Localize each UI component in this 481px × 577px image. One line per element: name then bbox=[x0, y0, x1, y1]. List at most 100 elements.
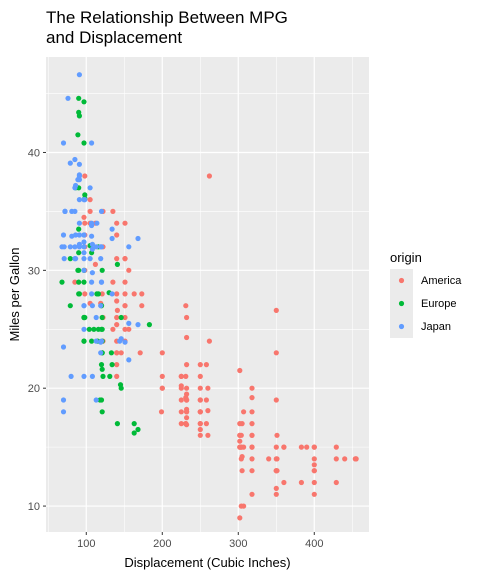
point-europe bbox=[118, 314, 124, 321]
point-japan bbox=[98, 256, 104, 262]
point-japan bbox=[68, 373, 74, 379]
point-japan bbox=[72, 208, 78, 214]
point-america bbox=[241, 444, 247, 450]
point-japan bbox=[135, 235, 141, 242]
point-america bbox=[122, 279, 128, 285]
point-america bbox=[87, 197, 93, 203]
point-america bbox=[197, 421, 203, 427]
point-japan bbox=[81, 239, 87, 245]
point-japan bbox=[126, 320, 132, 326]
point-america bbox=[110, 326, 116, 332]
point-japan bbox=[93, 397, 99, 403]
point-america bbox=[197, 432, 203, 438]
point-japan bbox=[76, 72, 82, 78]
y-tick-label: 20 bbox=[28, 383, 40, 395]
point-japan bbox=[117, 338, 123, 344]
y-tick-label: 40 bbox=[28, 147, 40, 159]
point-america bbox=[114, 256, 120, 262]
point-america bbox=[237, 515, 243, 521]
point-america bbox=[273, 397, 279, 403]
point-japan bbox=[76, 197, 82, 203]
point-europe bbox=[82, 314, 88, 321]
point-america bbox=[159, 350, 165, 356]
point-america bbox=[197, 409, 203, 415]
point-america bbox=[249, 456, 255, 462]
point-america bbox=[139, 291, 145, 297]
point-america bbox=[304, 444, 310, 450]
legend-dot-europe bbox=[398, 300, 405, 307]
point-america bbox=[114, 373, 120, 379]
point-america bbox=[178, 383, 184, 389]
point-america bbox=[249, 444, 255, 450]
point-america bbox=[197, 397, 203, 403]
point-japan bbox=[109, 226, 115, 232]
point-america bbox=[311, 444, 317, 450]
point-europe bbox=[98, 362, 105, 368]
point-america bbox=[114, 314, 120, 321]
point-japan bbox=[60, 140, 67, 146]
point-japan bbox=[81, 232, 87, 238]
point-america bbox=[137, 350, 143, 356]
point-japan bbox=[87, 185, 93, 191]
point-japan bbox=[60, 232, 67, 238]
point-europe bbox=[67, 256, 73, 262]
point-japan bbox=[126, 357, 132, 363]
point-america bbox=[178, 421, 184, 427]
y-axis-title: Miles per Gallon bbox=[7, 248, 22, 342]
point-europe bbox=[59, 279, 65, 285]
point-europe bbox=[76, 226, 82, 232]
point-japan bbox=[81, 250, 87, 256]
point-america bbox=[122, 303, 128, 309]
point-america bbox=[333, 444, 339, 450]
x-tick-label: 100 bbox=[77, 538, 95, 550]
point-america bbox=[184, 422, 190, 428]
point-america bbox=[237, 438, 243, 444]
point-america bbox=[273, 444, 279, 450]
point-europe bbox=[81, 338, 87, 344]
point-europe bbox=[67, 303, 73, 309]
point-america bbox=[184, 334, 190, 341]
point-japan bbox=[135, 322, 141, 328]
point-japan bbox=[89, 222, 95, 229]
point-japan bbox=[126, 244, 132, 250]
point-america bbox=[184, 362, 190, 368]
legend-title: origin bbox=[390, 250, 422, 265]
point-europe bbox=[108, 350, 114, 356]
point-japan bbox=[82, 197, 88, 203]
point-japan bbox=[89, 373, 95, 379]
point-japan bbox=[61, 256, 67, 262]
point-america bbox=[110, 208, 116, 214]
point-america bbox=[122, 291, 128, 297]
point-europe bbox=[117, 382, 124, 388]
point-europe bbox=[109, 362, 115, 368]
point-america bbox=[274, 456, 280, 462]
point-europe bbox=[81, 99, 87, 105]
point-america bbox=[311, 456, 317, 462]
point-america bbox=[203, 421, 209, 427]
point-japan bbox=[81, 256, 87, 262]
point-america bbox=[178, 373, 184, 379]
point-america bbox=[122, 314, 128, 321]
point-japan bbox=[109, 235, 115, 242]
point-europe bbox=[89, 338, 95, 344]
point-america bbox=[184, 385, 190, 391]
point-japan bbox=[72, 156, 78, 163]
point-america bbox=[273, 350, 279, 356]
point-america bbox=[126, 326, 132, 332]
point-japan bbox=[87, 256, 93, 262]
point-america bbox=[114, 307, 120, 313]
point-japan bbox=[76, 232, 82, 238]
point-america bbox=[237, 432, 243, 438]
point-america bbox=[241, 409, 247, 415]
point-japan bbox=[89, 291, 95, 297]
point-europe bbox=[76, 279, 82, 285]
point-america bbox=[239, 468, 245, 474]
point-america bbox=[273, 468, 279, 474]
point-europe bbox=[100, 373, 106, 379]
point-europe bbox=[98, 326, 105, 332]
point-europe bbox=[97, 397, 103, 403]
point-america bbox=[206, 338, 212, 344]
point-japan bbox=[76, 172, 82, 178]
point-europe bbox=[114, 421, 120, 427]
